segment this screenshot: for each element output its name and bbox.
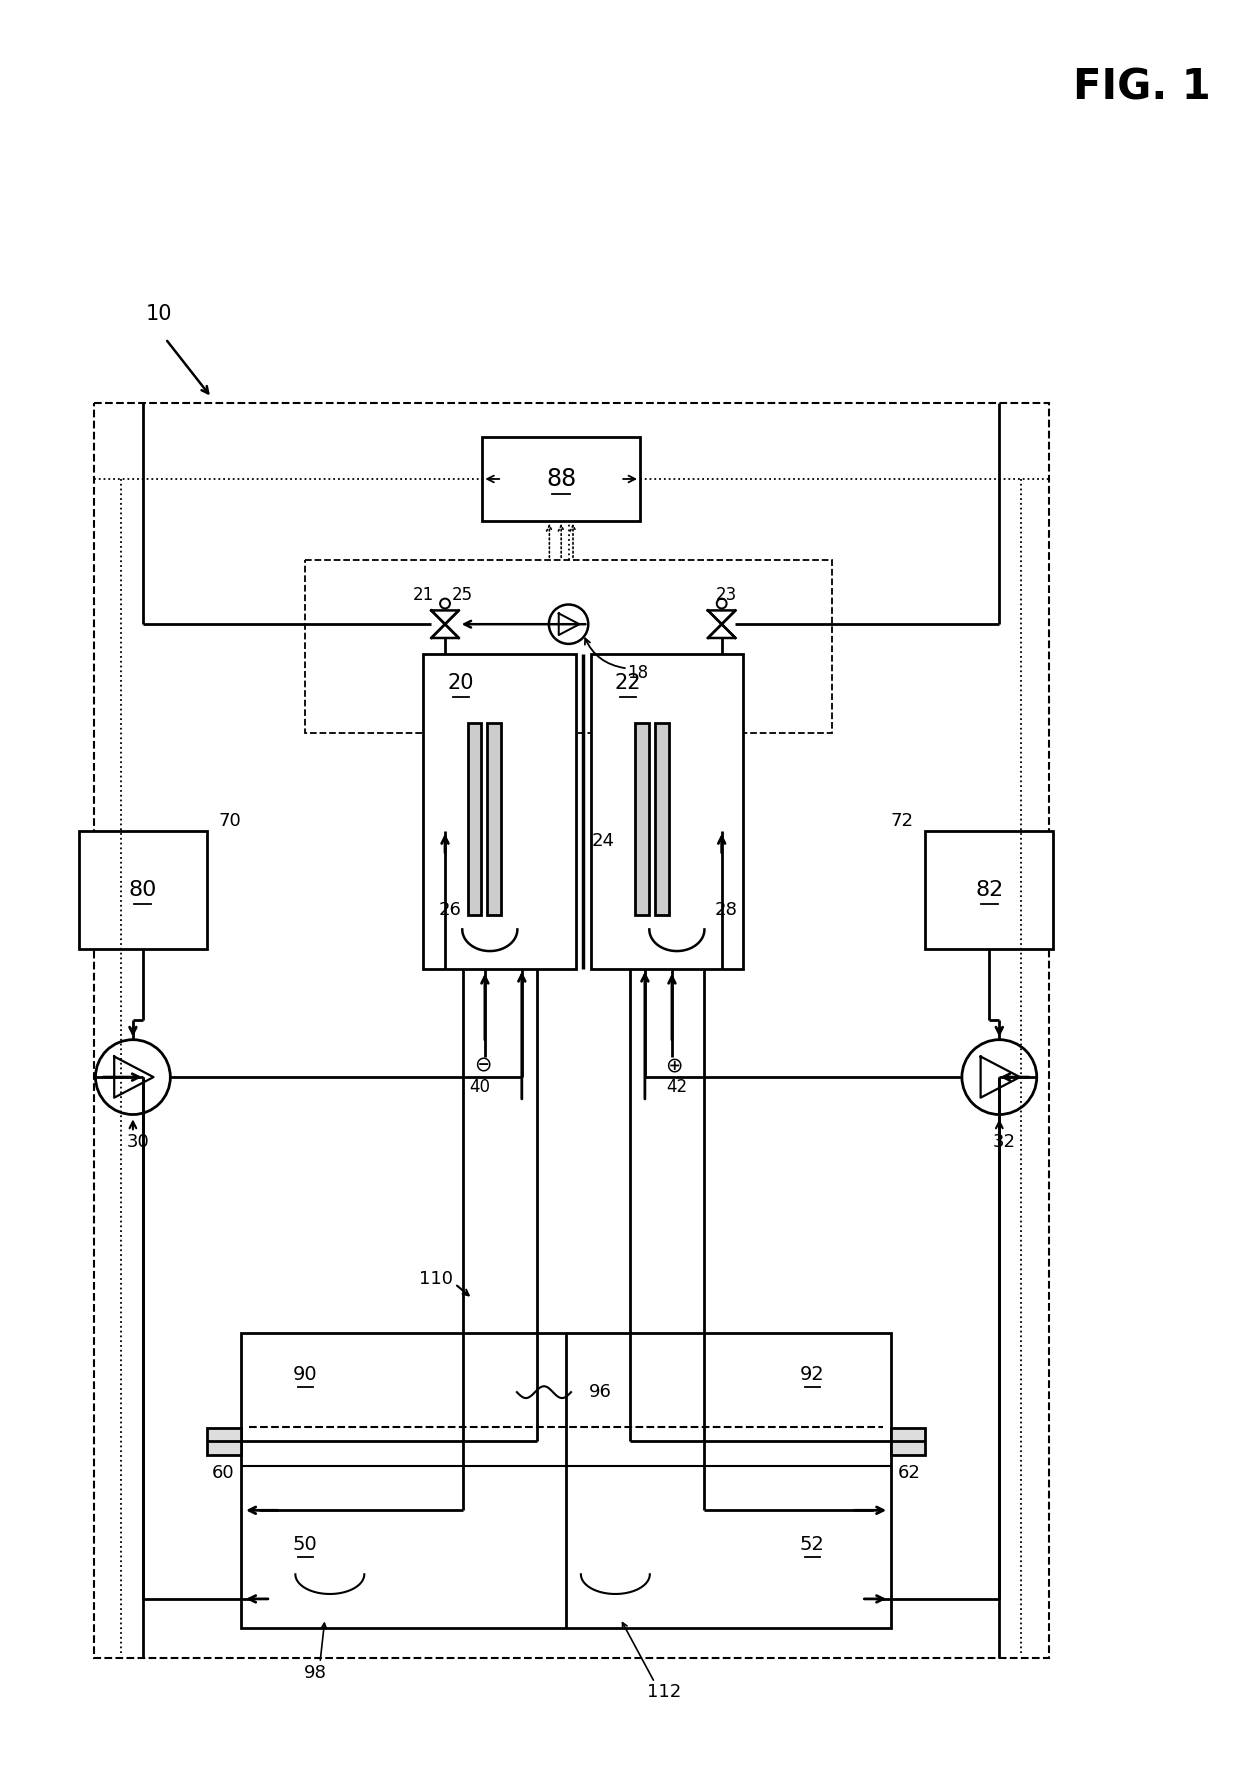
Text: 42: 42 (666, 1078, 687, 1095)
Bar (79, 831, 207, 949)
Bar (93, 403, 1049, 1657)
Circle shape (95, 1040, 170, 1115)
Text: 20: 20 (448, 673, 474, 694)
Text: 18: 18 (627, 664, 649, 683)
Bar (207, 1427, 242, 1456)
Text: 30: 30 (126, 1133, 149, 1151)
Text: 24: 24 (591, 831, 614, 849)
Text: 88: 88 (546, 467, 577, 491)
Bar (590, 653, 743, 969)
Text: ⊖: ⊖ (474, 1056, 492, 1076)
Text: 92: 92 (800, 1365, 825, 1384)
Text: 62: 62 (898, 1465, 920, 1483)
Text: 10: 10 (146, 303, 172, 325)
Text: 96: 96 (589, 1383, 613, 1400)
Text: 70: 70 (218, 812, 242, 830)
Text: 50: 50 (293, 1536, 317, 1554)
Text: 22: 22 (615, 673, 641, 694)
Bar (655, 723, 668, 915)
Text: 82: 82 (976, 880, 1003, 901)
Text: 40: 40 (470, 1078, 491, 1095)
Text: 60: 60 (212, 1465, 234, 1483)
Bar (482, 437, 640, 521)
Bar (242, 1333, 892, 1629)
Circle shape (549, 605, 588, 644)
Text: 90: 90 (293, 1365, 317, 1384)
Text: 28: 28 (714, 901, 738, 919)
Text: 98: 98 (304, 1664, 326, 1682)
Text: ⊕: ⊕ (665, 1056, 683, 1076)
Bar (423, 653, 575, 969)
Text: 52: 52 (800, 1536, 825, 1554)
Bar (305, 560, 832, 733)
Text: 80: 80 (129, 880, 157, 901)
Text: 110: 110 (419, 1270, 453, 1288)
Text: FIG. 1: FIG. 1 (1073, 66, 1211, 109)
Bar (635, 723, 649, 915)
Text: 21: 21 (413, 585, 434, 603)
Bar (467, 723, 481, 915)
Text: 25: 25 (453, 585, 474, 603)
Circle shape (962, 1040, 1037, 1115)
Text: 26: 26 (439, 901, 461, 919)
Text: 23: 23 (715, 585, 738, 603)
Text: 112: 112 (647, 1684, 682, 1702)
Bar (892, 1427, 925, 1456)
Bar (487, 723, 501, 915)
Text: 72: 72 (890, 812, 914, 830)
Text: 32: 32 (993, 1133, 1016, 1151)
Bar (925, 831, 1054, 949)
